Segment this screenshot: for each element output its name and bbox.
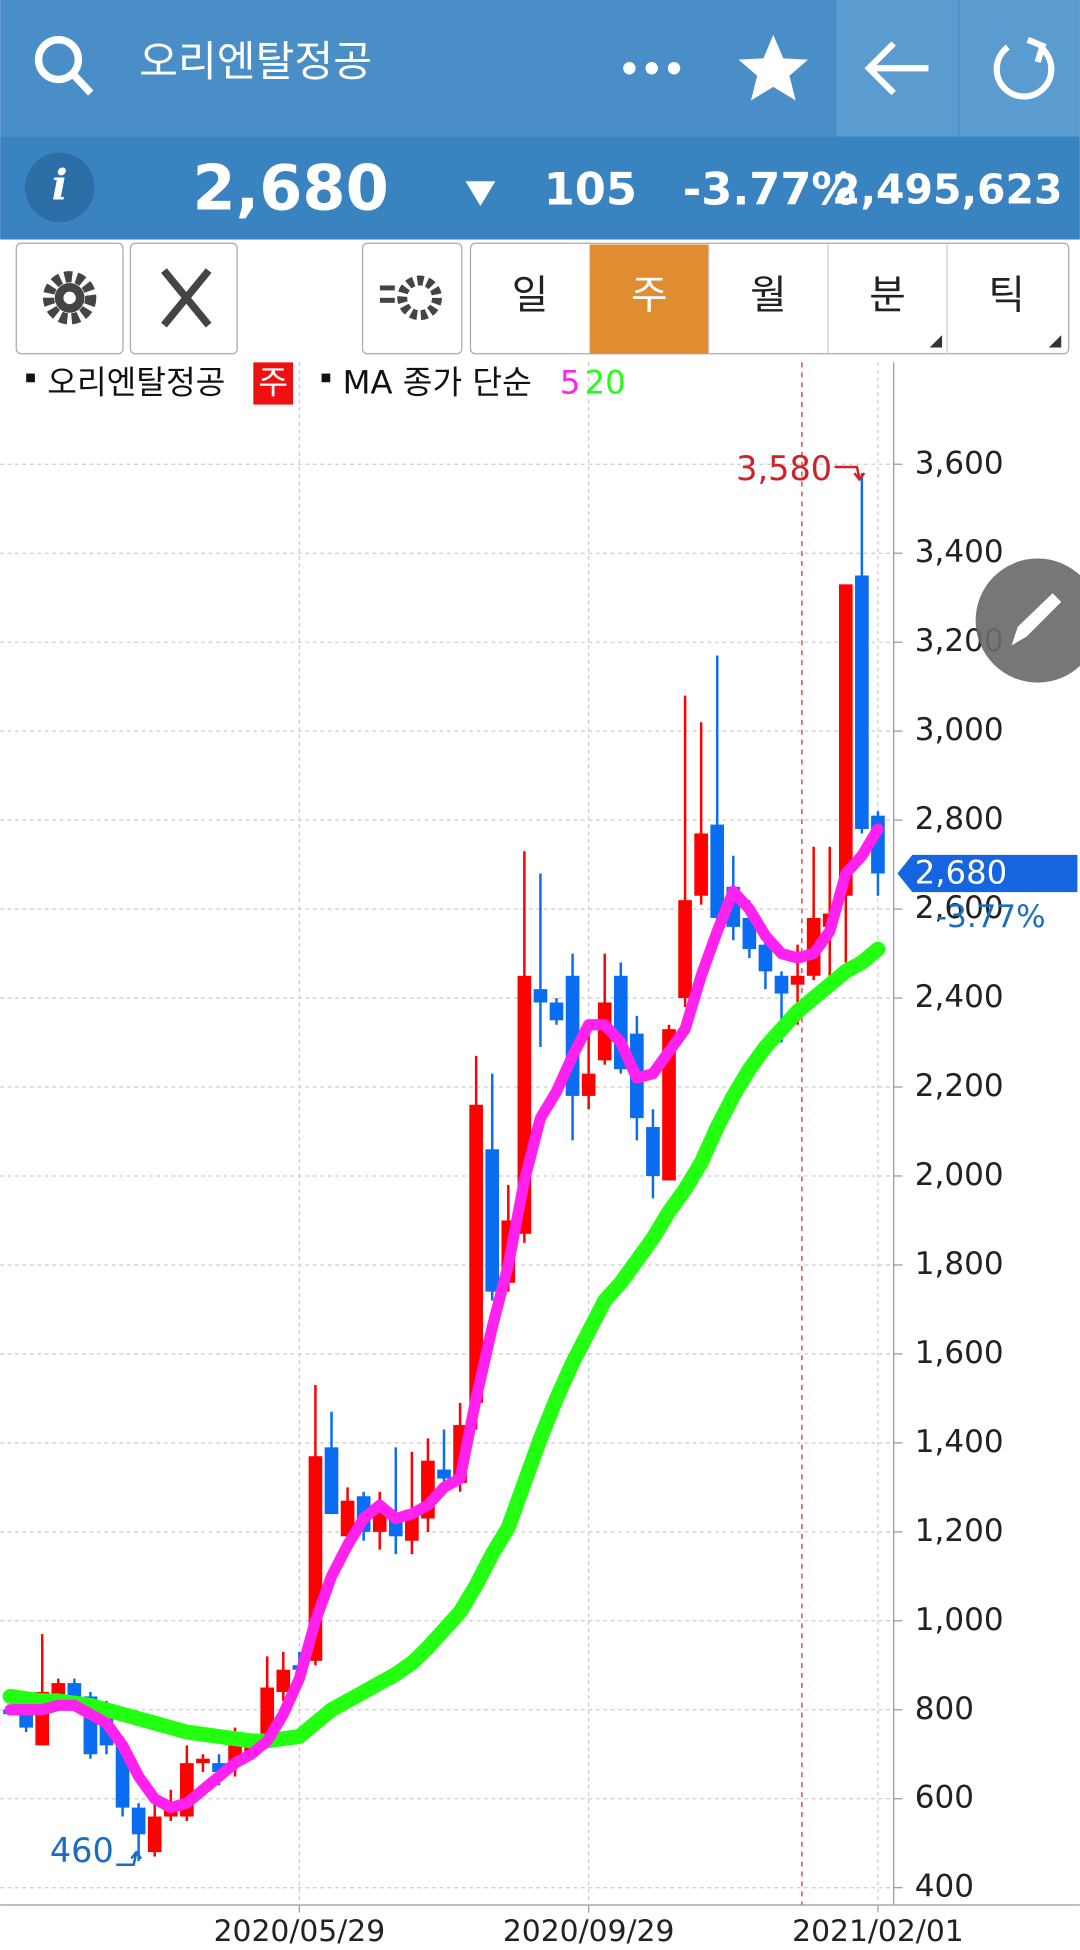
period-tab[interactable]: 월: [750, 272, 787, 318]
y-tick-label: 800: [915, 1691, 974, 1727]
high-label: 3,580: [736, 449, 832, 488]
y-tick-label: 2,800: [915, 801, 1004, 837]
candle-body: [710, 824, 725, 918]
legend-period-bg: [253, 362, 294, 405]
tab-corner: [1048, 335, 1062, 348]
y-tick-label: 1,400: [915, 1424, 1004, 1460]
x-tick-label: 2021/02/01: [792, 1914, 964, 1946]
gear-icon: [42, 271, 97, 325]
y-tick-label: 2,200: [915, 1068, 1004, 1104]
refresh-icon[interactable]: [993, 36, 1055, 100]
y-tick-label: 3,600: [915, 445, 1004, 481]
tools-icon: [161, 268, 212, 328]
current-price: 2,680: [193, 151, 389, 224]
legend-period: 주: [258, 364, 288, 402]
candle-body: [67, 1683, 82, 1697]
toolbar: [15, 242, 1070, 355]
search-icon[interactable]: [34, 35, 94, 96]
candle-body: [581, 1073, 596, 1096]
y-tick-label: 2,000: [915, 1157, 1004, 1193]
candle-body: [147, 1816, 162, 1853]
candle-body: [742, 917, 757, 950]
candle-body: [790, 975, 805, 985]
candle-body: [340, 1500, 355, 1537]
period-tab[interactable]: 틱: [988, 272, 1025, 318]
candle-body: [19, 1714, 33, 1728]
y-tick-label: 2,600: [915, 890, 1004, 926]
y-tick-label: 3,000: [915, 712, 1004, 748]
y-tick-label: 1,200: [915, 1513, 1004, 1549]
period-tab[interactable]: 주: [631, 272, 668, 318]
down-arrow: [465, 181, 496, 207]
candle-body: [758, 944, 773, 972]
candle-body: [533, 989, 548, 1003]
low-arrow: [116, 1850, 143, 1866]
refresh-button-bg[interactable]: [959, 0, 1080, 137]
candle-body: [276, 1669, 291, 1692]
legend-marker: [321, 373, 331, 383]
candle-body: [196, 1758, 210, 1764]
candle-body: [646, 1127, 660, 1176]
legend-entry: 5: [560, 364, 581, 402]
candle-body: [662, 1029, 676, 1181]
period-tab[interactable]: 분: [869, 272, 906, 318]
candle-body: [324, 1447, 339, 1515]
candle-body: [469, 1104, 483, 1403]
indicator-icon: [379, 275, 442, 321]
candle-body: [678, 900, 692, 999]
y-tick-label: 400: [915, 1869, 974, 1905]
x-tick-label: 2020/05/29: [214, 1914, 386, 1946]
candle-body: [212, 1763, 226, 1773]
period-tab[interactable]: 일: [512, 272, 549, 318]
moving-average-line: [4, 823, 884, 1814]
y-tick-label: 600: [915, 1780, 974, 1816]
y-tick-label: 1,000: [915, 1602, 1004, 1638]
indicator-button[interactable]: [361, 242, 463, 355]
legend-entry: 20: [585, 364, 626, 402]
legend-marker: [26, 373, 35, 383]
info-button[interactable]: [24, 152, 95, 223]
tab-active-bg: [589, 244, 709, 354]
y-tick-label: 1,600: [915, 1335, 1004, 1371]
legend-ma: MA 종가 단순: [343, 364, 532, 402]
pencil-icon: [1011, 593, 1062, 646]
more-icon[interactable]: [623, 62, 681, 75]
back-icon[interactable]: [864, 41, 929, 96]
volume: 2,495,623: [832, 165, 1063, 213]
stock-title: 오리엔탈정공: [139, 37, 372, 86]
price-change: 105: [544, 163, 637, 215]
price-bar: [0, 136, 1080, 240]
candle-body: [694, 833, 708, 896]
candle-body: [485, 1149, 500, 1292]
y-tick-label: 1,800: [915, 1246, 1004, 1282]
price-tag: [897, 854, 1078, 893]
candle-body: [260, 1687, 275, 1737]
y-tick-label: 3,400: [915, 534, 1004, 570]
candle-body: [131, 1807, 146, 1835]
y-tick-label: 2,400: [915, 979, 1004, 1015]
change-percent: -3.77%: [683, 163, 856, 215]
x-tick-label: 2020/09/29: [503, 1914, 675, 1946]
star-icon[interactable]: [738, 34, 809, 101]
price-tag-change: -3.77%: [936, 899, 1046, 935]
candle-body: [437, 1469, 451, 1479]
price-tag-label: 2,680: [915, 854, 1007, 892]
legend: 오리엔탈정공 주 MA 종가 단순 5 20: [26, 362, 626, 405]
candle-body: [838, 584, 853, 896]
candle-body: [549, 1002, 564, 1021]
info-icon: i: [52, 160, 68, 210]
candle-body: [774, 975, 789, 994]
candle-body: [51, 1683, 66, 1697]
moving-average-line: [2, 941, 886, 1749]
candle-body: [855, 575, 869, 830]
high-arrow: [834, 465, 866, 482]
legend-name: 오리엔탈정공: [47, 364, 225, 402]
low-label: 460: [50, 1831, 114, 1870]
